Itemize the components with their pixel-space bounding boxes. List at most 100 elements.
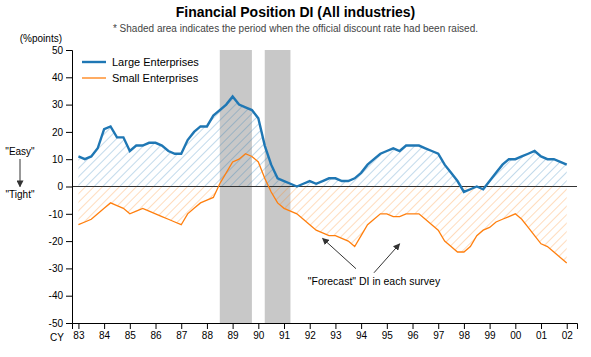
x-tick: 89 — [228, 323, 240, 341]
legend-label: Large Enterprises — [112, 56, 199, 68]
easy-tight-arrow — [20, 159, 21, 187]
x-tick: 91 — [279, 323, 291, 341]
x-tick: 86 — [150, 323, 162, 341]
x-tick-label: 87 — [176, 330, 188, 341]
x-tick-label: 92 — [305, 330, 317, 341]
x-tick-label: 00 — [510, 330, 522, 341]
x-tick-label: 95 — [382, 330, 394, 341]
x-tick-mark — [207, 323, 208, 329]
easy-label: "Easy" — [5, 146, 35, 157]
x-tick-label: 99 — [485, 330, 497, 341]
x-tick: 96 — [407, 323, 419, 341]
x-tick-mark — [284, 323, 285, 329]
annotation-arrow — [323, 238, 356, 268]
tight-label: "Tight" — [6, 189, 35, 200]
y-tick: -10 — [49, 209, 72, 220]
y-axis: -50-40-30-20-1001020304050 — [49, 45, 73, 329]
x-tick-mark — [567, 323, 568, 329]
x-tick-mark — [78, 323, 79, 329]
x-tick-label: 02 — [562, 330, 574, 341]
y-tick: -40 — [49, 290, 72, 301]
x-tick-label: 83 — [73, 330, 85, 341]
y-tick-mark — [66, 105, 72, 106]
series-line — [78, 154, 566, 263]
x-tick: 93 — [330, 323, 342, 341]
x-tick-mark — [438, 323, 439, 329]
y-tick: 0 — [57, 181, 72, 192]
x-tick-mark — [541, 323, 542, 329]
x-tick-label: 86 — [150, 330, 162, 341]
x-tick: 88 — [202, 323, 214, 341]
hatch-area — [78, 96, 566, 186]
y-tick-mark — [66, 296, 72, 297]
y-tick-mark — [66, 159, 72, 160]
y-tick-mark — [66, 241, 72, 242]
x-tick-label: 97 — [433, 330, 445, 341]
x-tick: 02 — [562, 323, 574, 341]
y-tick-label: -10 — [49, 209, 64, 220]
y-tick-label: 40 — [52, 72, 64, 83]
x-tick-mark — [361, 323, 362, 329]
x-tick-mark — [104, 323, 105, 329]
y-tick-mark — [66, 77, 72, 78]
x-tick: 87 — [176, 323, 188, 341]
y-tick: 50 — [52, 45, 72, 56]
legend-item: Small Enterprises — [82, 72, 199, 84]
chart: 8384858687888990919293949596979899000102… — [0, 0, 591, 357]
x-tick-mark — [233, 323, 234, 329]
y-tick-label: -20 — [49, 236, 64, 247]
x-tick: 95 — [382, 323, 394, 341]
x-tick-mark — [156, 323, 157, 329]
y-tick-label: -40 — [49, 290, 64, 301]
x-tick: 98 — [459, 323, 471, 341]
x-tick-mark — [490, 323, 491, 329]
y-tick-mark — [66, 214, 72, 215]
x-tick-mark — [310, 323, 311, 329]
x-tick-label: 84 — [99, 330, 111, 341]
x-tick-label: 93 — [330, 330, 342, 341]
x-tick-label: 98 — [459, 330, 471, 341]
subtitle: * Shaded area indicates the period when … — [113, 23, 478, 34]
y-tick-mark — [66, 268, 72, 269]
title: Financial Position DI (All industries) — [176, 4, 416, 20]
series-line — [78, 96, 566, 192]
y-tick-label: -30 — [49, 263, 64, 274]
x-tick-label: 96 — [407, 330, 419, 341]
x-tick: 01 — [536, 323, 548, 341]
y-tick: 30 — [52, 99, 72, 110]
y-tick: 10 — [52, 154, 72, 165]
x-tick-mark — [464, 323, 465, 329]
y-tick-mark — [66, 187, 72, 188]
y-axis-line — [66, 51, 73, 324]
x-tick: 84 — [99, 323, 111, 341]
y-tick-label: 50 — [52, 45, 64, 56]
x-tick: 92 — [305, 323, 317, 341]
legend-item: Large Enterprises — [82, 56, 199, 68]
x-tick-label: 91 — [279, 330, 291, 341]
x-tick-mark — [130, 323, 131, 329]
x-tick: 83 — [73, 323, 85, 341]
y-tick-label: 20 — [52, 127, 64, 138]
y-tick: -30 — [49, 263, 72, 274]
x-tick: 85 — [125, 323, 137, 341]
x-tick: 94 — [356, 323, 368, 341]
annotation: "Forecast" DI in each survey — [308, 275, 441, 287]
plot-area — [72, 50, 577, 323]
x-tick-label: 94 — [356, 330, 368, 341]
x-tick-label: 89 — [228, 330, 240, 341]
legend-swatch — [82, 61, 106, 63]
x-tick: 00 — [510, 323, 522, 341]
legend: Large Enterprises Small Enterprises — [82, 56, 199, 84]
x-axis-title: CY — [50, 332, 64, 343]
x-tick-label: 90 — [253, 330, 265, 341]
x-axis: 83 84 85 86 87 88 89 90 91 92 93 94 95 96 97 98 99 00 01 02 — [73, 323, 578, 341]
x-tick-label: 01 — [536, 330, 548, 341]
y-tick: 40 — [52, 72, 72, 83]
hatch-area — [78, 187, 566, 263]
x-tick-label: 85 — [125, 330, 137, 341]
x-tick-mark — [387, 323, 388, 329]
x-axis-line — [73, 324, 578, 330]
x-tick-mark — [413, 323, 414, 329]
x-tick-mark — [515, 323, 516, 329]
y-tick-mark — [66, 50, 72, 51]
